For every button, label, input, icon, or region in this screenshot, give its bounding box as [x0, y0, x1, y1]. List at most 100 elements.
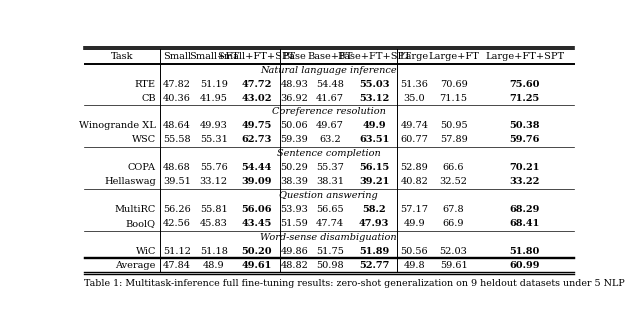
Text: 56.65: 56.65	[316, 205, 344, 214]
Text: 63.2: 63.2	[319, 135, 341, 144]
Text: 49.9: 49.9	[404, 219, 425, 228]
Text: Small: Small	[163, 52, 191, 61]
Text: 51.59: 51.59	[280, 219, 308, 228]
Text: WSC: WSC	[132, 135, 156, 144]
Text: COPA: COPA	[128, 163, 156, 172]
Text: Base+FT: Base+FT	[307, 52, 353, 61]
Text: Hellaswag: Hellaswag	[104, 177, 156, 186]
Text: 55.58: 55.58	[163, 135, 191, 144]
Text: CB: CB	[141, 93, 156, 103]
Text: 51.75: 51.75	[316, 247, 344, 256]
Text: 70.21: 70.21	[509, 163, 540, 172]
Text: 43.45: 43.45	[241, 219, 272, 228]
Text: 59.39: 59.39	[280, 135, 308, 144]
Text: 59.76: 59.76	[509, 135, 540, 144]
Text: 66.6: 66.6	[443, 163, 465, 172]
Text: 57.89: 57.89	[440, 135, 467, 144]
Text: RTE: RTE	[135, 80, 156, 88]
Text: 41.67: 41.67	[316, 93, 344, 103]
Text: 52.03: 52.03	[440, 247, 467, 256]
Text: 67.8: 67.8	[443, 205, 465, 214]
Text: 70.69: 70.69	[440, 80, 467, 88]
Text: 35.0: 35.0	[404, 93, 425, 103]
Text: 63.51: 63.51	[359, 135, 389, 144]
Text: 48.93: 48.93	[280, 80, 308, 88]
Text: 54.48: 54.48	[316, 80, 344, 88]
Text: 47.72: 47.72	[241, 80, 272, 88]
Text: MultiRC: MultiRC	[115, 205, 156, 214]
Text: 55.31: 55.31	[200, 135, 228, 144]
Text: Large+FT+SPT: Large+FT+SPT	[485, 52, 564, 61]
Text: 55.37: 55.37	[316, 163, 344, 172]
Text: 50.95: 50.95	[440, 121, 467, 130]
Text: Question answering: Question answering	[280, 191, 378, 200]
Text: Base+FT+SPT: Base+FT+SPT	[337, 52, 411, 61]
Text: 55.76: 55.76	[200, 163, 228, 172]
Text: 40.36: 40.36	[163, 93, 191, 103]
Text: Winogrande XL: Winogrande XL	[79, 121, 156, 130]
Text: 51.89: 51.89	[359, 247, 389, 256]
Text: 59.61: 59.61	[440, 261, 467, 270]
Text: 47.74: 47.74	[316, 219, 344, 228]
Text: 49.75: 49.75	[241, 121, 272, 130]
Text: 51.36: 51.36	[401, 80, 428, 88]
Text: 49.61: 49.61	[241, 261, 271, 270]
Text: 48.68: 48.68	[163, 163, 191, 172]
Text: 53.93: 53.93	[280, 205, 308, 214]
Text: 55.03: 55.03	[359, 80, 389, 88]
Text: 32.52: 32.52	[440, 177, 468, 186]
Text: 62.73: 62.73	[241, 135, 272, 144]
Text: Base: Base	[283, 52, 307, 61]
Text: 75.60: 75.60	[509, 80, 540, 88]
Text: 49.9: 49.9	[362, 121, 386, 130]
Text: 71.25: 71.25	[509, 93, 540, 103]
Text: 49.86: 49.86	[280, 247, 308, 256]
Text: 50.20: 50.20	[241, 247, 272, 256]
Text: Average: Average	[115, 261, 156, 270]
Text: Large: Large	[400, 52, 429, 61]
Text: 51.12: 51.12	[163, 247, 191, 256]
Text: 57.17: 57.17	[401, 205, 428, 214]
Text: Coreference resolution: Coreference resolution	[272, 108, 386, 117]
Text: 33.22: 33.22	[509, 177, 540, 186]
Text: 49.93: 49.93	[200, 121, 228, 130]
Text: 39.51: 39.51	[163, 177, 191, 186]
Text: 50.56: 50.56	[401, 247, 428, 256]
Text: 71.15: 71.15	[440, 93, 468, 103]
Text: Word-sense disambiguation: Word-sense disambiguation	[260, 233, 397, 242]
Text: 66.9: 66.9	[443, 219, 465, 228]
Text: 50.06: 50.06	[281, 121, 308, 130]
Text: 50.29: 50.29	[280, 163, 308, 172]
Text: 49.8: 49.8	[404, 261, 425, 270]
Text: 48.64: 48.64	[163, 121, 191, 130]
Text: 36.92: 36.92	[280, 93, 308, 103]
Text: 41.95: 41.95	[200, 93, 228, 103]
Text: 53.12: 53.12	[359, 93, 389, 103]
Text: Table 1: Multitask-inference full fine-tuning results: zero-shot generalization : Table 1: Multitask-inference full fine-t…	[84, 279, 625, 288]
Text: 56.15: 56.15	[359, 163, 389, 172]
Text: BoolQ: BoolQ	[126, 219, 156, 228]
Text: 52.89: 52.89	[401, 163, 428, 172]
Text: 45.83: 45.83	[200, 219, 228, 228]
Text: 58.2: 58.2	[362, 205, 386, 214]
Text: 60.77: 60.77	[401, 135, 428, 144]
Text: 49.74: 49.74	[401, 121, 428, 130]
Text: 56.06: 56.06	[241, 205, 272, 214]
Text: Natural language inference: Natural language inference	[260, 66, 397, 75]
Text: 47.82: 47.82	[163, 80, 191, 88]
Text: 43.02: 43.02	[241, 93, 272, 103]
Text: 39.09: 39.09	[241, 177, 272, 186]
Text: 55.81: 55.81	[200, 205, 228, 214]
Text: 52.77: 52.77	[359, 261, 389, 270]
Text: 50.38: 50.38	[509, 121, 540, 130]
Text: 48.82: 48.82	[280, 261, 308, 270]
Text: 51.19: 51.19	[200, 80, 228, 88]
Text: 42.56: 42.56	[163, 219, 191, 228]
Text: 50.98: 50.98	[316, 261, 344, 270]
Text: 54.44: 54.44	[241, 163, 272, 172]
Text: WiC: WiC	[136, 247, 156, 256]
Text: 51.80: 51.80	[509, 247, 540, 256]
Text: Small+FT: Small+FT	[189, 52, 239, 61]
Text: 48.9: 48.9	[203, 261, 225, 270]
Text: 38.31: 38.31	[316, 177, 344, 186]
